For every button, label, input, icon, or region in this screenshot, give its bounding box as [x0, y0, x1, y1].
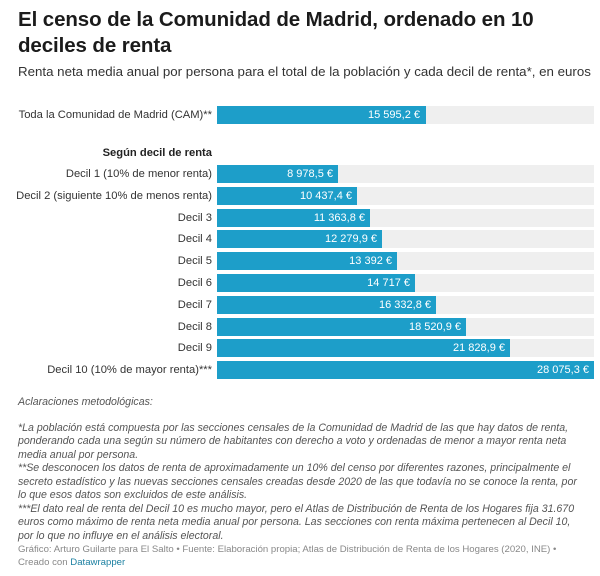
category-label: Decil 5 [177, 255, 212, 267]
bar-value-label: 16 332,8 € [379, 299, 431, 311]
bar-value-label: 11 363,8 € [313, 212, 365, 224]
footer: Gráfico: Arturo Guilarte para El Salto •… [18, 543, 588, 569]
category-label: Decil 7 [177, 299, 212, 311]
group-heading: Según decil de renta [102, 147, 212, 159]
footer-created-with: Creado con [18, 557, 68, 568]
total-bar [217, 106, 426, 124]
footer-credit: Gráfico: Arturo Guilarte para El Salto •… [18, 544, 557, 555]
bar [217, 209, 370, 227]
total-value-label: 15 595,2 € [368, 109, 420, 121]
category-label: Decil 10 (10% de mayor renta)*** [47, 364, 212, 376]
bar-value-label: 18 520,9 € [409, 321, 461, 333]
chart-title: El censo de la Comunidad de Madrid, orde… [18, 8, 534, 57]
bar-value-label: 10 437,4 € [300, 190, 352, 202]
bar [217, 339, 510, 357]
bar [217, 274, 415, 292]
bar-value-label: 8 978,5 € [287, 168, 333, 180]
category-label: Decil 6 [177, 277, 212, 289]
total-label: Toda la Comunidad de Madrid (CAM)** [18, 109, 212, 121]
category-label: Decil 4 [177, 233, 212, 245]
bar-value-label: 14 717 € [367, 277, 410, 289]
bar-chart: Toda la Comunidad de Madrid (CAM)** 15 5… [16, 106, 594, 379]
note-2: **Se desconocen los datos de renta de ap… [18, 462, 577, 501]
category-label: Decil 1 (10% de menor renta) [65, 168, 212, 180]
bar [217, 296, 436, 314]
bar-value-label: 21 828,9 € [453, 342, 505, 354]
bar-value-label: 28 075,3 € [537, 364, 589, 376]
category-label: Decil 9 [177, 342, 212, 354]
category-label: Decil 8 [177, 321, 212, 333]
bar [217, 230, 382, 248]
methodology-notes: Aclaraciones metodológicas: *La població… [18, 396, 588, 543]
note-1: *La población está compuesta por las sec… [18, 421, 569, 461]
notes-heading: Aclaraciones metodológicas: [18, 396, 153, 408]
category-label: Decil 2 (siguiente 10% de menos renta) [16, 190, 212, 202]
category-label: Decil 3 [177, 212, 212, 224]
bar [217, 165, 338, 183]
bar [217, 187, 357, 205]
chart-subtitle: Renta neta media anual por persona para … [18, 64, 591, 79]
bar [217, 361, 594, 379]
datawrapper-link[interactable]: Datawrapper [70, 557, 126, 568]
note-3: ***El dato real de renta del Decil 10 es… [18, 502, 575, 542]
bar-value-label: 12 279,9 € [325, 233, 377, 245]
bar [217, 318, 466, 336]
bar [217, 252, 397, 270]
bar-value-label: 13 392 € [349, 255, 392, 267]
